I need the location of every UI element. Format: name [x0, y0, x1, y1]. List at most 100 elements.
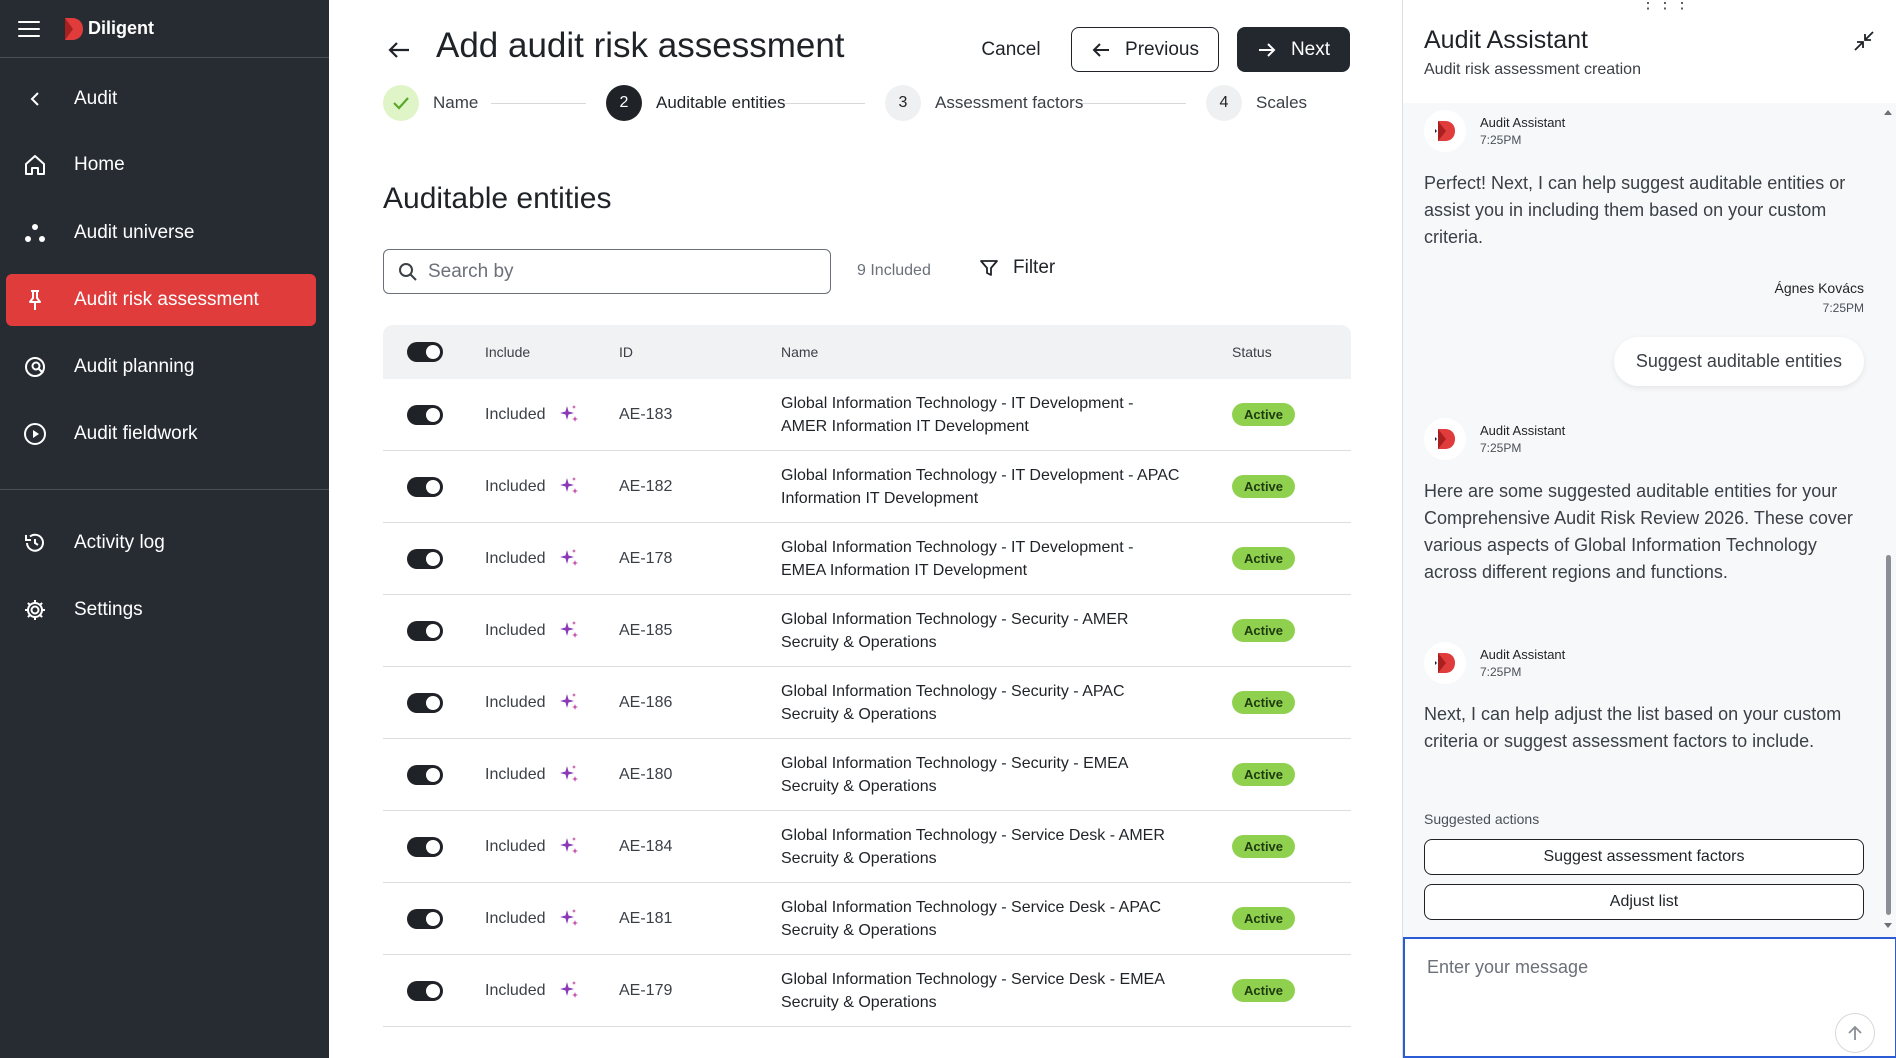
- main-content: Add audit risk assessment Cancel Previou…: [329, 0, 1402, 1058]
- previous-label: Previous: [1125, 38, 1199, 60]
- step-number: 4: [1206, 85, 1242, 121]
- table-body: Included AE-183 Global Information Technol…: [383, 379, 1351, 1027]
- message-time: 7:25PM: [1480, 133, 1522, 147]
- stepper: Name 2 Auditable entities 3 Assessment f…: [383, 85, 1351, 121]
- include-label: Included: [485, 549, 546, 567]
- include-toggle[interactable]: [407, 908, 443, 929]
- entity-id: AE-179: [619, 981, 673, 999]
- search-box[interactable]: [383, 249, 831, 294]
- message-composer: [1403, 937, 1896, 1058]
- sidebar-back-audit[interactable]: Audit: [6, 73, 316, 125]
- entity-name: Global Information Technology - IT Devel…: [781, 466, 1180, 507]
- sidebar-item-audit-risk-assessment[interactable]: Audit risk assessment: [6, 274, 316, 326]
- play-circle-icon: [22, 421, 48, 447]
- search-icon: [399, 262, 417, 281]
- message-time: 7:25PM: [1822, 301, 1864, 315]
- sidebar: Diligent Audit Home Audit universe Audit…: [0, 0, 329, 1058]
- drag-handle-icon[interactable]: ⋮⋮⋮: [1640, 0, 1691, 12]
- previous-button[interactable]: Previous: [1071, 27, 1219, 72]
- suggest-assessment-factors-button[interactable]: Suggest assessment factors: [1424, 839, 1864, 875]
- entity-name: Global Information Technology - Service …: [781, 970, 1164, 1011]
- sidebar-item-audit-fieldwork[interactable]: Audit fieldwork: [6, 408, 316, 460]
- ai-sparkle-icon: [558, 620, 580, 642]
- assistant-message: Next, I can help adjust the list based o…: [1424, 704, 1842, 751]
- include-toggle[interactable]: [407, 548, 443, 569]
- history-icon: [22, 530, 48, 556]
- include-toggle[interactable]: [407, 692, 443, 713]
- search-input[interactable]: [428, 260, 808, 283]
- status-badge: Active: [1232, 547, 1296, 570]
- adjust-list-button[interactable]: Adjust list: [1424, 884, 1864, 920]
- ai-sparkle-icon: [558, 764, 580, 786]
- assistant-message: Here are some suggested auditable entiti…: [1424, 481, 1853, 582]
- table-header: Include ID Name Status: [383, 325, 1351, 379]
- entity-id: AE-182: [619, 477, 673, 495]
- entity-name: Global Information Technology - Security…: [781, 610, 1129, 651]
- table-row: Included AE-184 Global Information Technol…: [383, 811, 1351, 883]
- next-button[interactable]: Next: [1237, 27, 1350, 72]
- include-toggle[interactable]: [407, 980, 443, 1001]
- include-toggle[interactable]: [407, 476, 443, 497]
- step-label: Scales: [1256, 93, 1308, 112]
- stepper-connector: [1080, 103, 1186, 104]
- search-doc-icon: [22, 354, 48, 380]
- table-row: Included AE-182 Global Information Technol…: [383, 451, 1351, 523]
- page-title: Add audit risk assessment: [436, 26, 845, 65]
- send-button[interactable]: [1835, 1013, 1875, 1053]
- table-row: Included AE-186 Global Information Technol…: [383, 667, 1351, 739]
- include-label: Included: [485, 837, 546, 855]
- sidebar-item-audit-planning[interactable]: Audit planning: [6, 341, 316, 393]
- message-input[interactable]: [1427, 957, 1827, 997]
- sidebar-item-label: Audit risk assessment: [74, 289, 259, 310]
- scroll-thumb[interactable]: [1886, 555, 1891, 915]
- back-arrow-icon[interactable]: [385, 36, 413, 64]
- home-icon: [22, 152, 48, 178]
- message-author: Audit Assistant: [1480, 647, 1566, 662]
- include-toggle[interactable]: [407, 836, 443, 857]
- message-header: Audit Assistant 7:25PM: [1424, 418, 1565, 460]
- sidebar-item-audit-universe[interactable]: Audit universe: [6, 207, 316, 259]
- chevron-left-icon: [22, 86, 48, 112]
- filter-label: Filter: [1013, 257, 1056, 278]
- assistant-panel: ⋮⋮⋮ Audit Assistant Audit risk assessmen…: [1402, 0, 1896, 1058]
- entity-id: AE-185: [619, 621, 673, 639]
- diligent-logo-icon: [65, 17, 83, 40]
- sidebar-header: Diligent: [0, 0, 329, 58]
- arrow-right-icon: [1258, 42, 1276, 57]
- table-row: Included AE-183 Global Information Technol…: [383, 379, 1351, 451]
- step-label: Name: [433, 93, 479, 112]
- include-all-toggle[interactable]: [407, 342, 443, 362]
- ai-sparkle-icon: [558, 836, 580, 858]
- status-badge: Active: [1232, 619, 1296, 642]
- logo[interactable]: Diligent: [62, 17, 154, 41]
- status-badge: Active: [1232, 979, 1296, 1002]
- collapse-icon[interactable]: [1851, 28, 1877, 54]
- stepper-connector: [758, 103, 865, 104]
- sidebar-item-label: Audit fieldwork: [74, 423, 198, 444]
- step-auditable-entities[interactable]: 2 Auditable entities: [606, 85, 785, 121]
- sidebar-item-home[interactable]: Home: [6, 139, 316, 191]
- include-toggle[interactable]: [407, 404, 443, 425]
- include-toggle[interactable]: [407, 764, 443, 785]
- assistant-avatar-icon: [1424, 642, 1466, 684]
- menu-icon[interactable]: [18, 20, 40, 37]
- include-toggle[interactable]: [407, 620, 443, 641]
- scroll-up-icon[interactable]: [1883, 108, 1893, 116]
- message-time: 7:25PM: [1480, 441, 1522, 455]
- step-assessment-factors[interactable]: 3 Assessment factors: [885, 85, 1083, 121]
- entity-id: AE-181: [619, 909, 673, 927]
- sidebar-item-settings[interactable]: Settings: [6, 584, 316, 636]
- sidebar-item-activity-log[interactable]: Activity log: [6, 517, 316, 569]
- sidebar-item-label: Audit planning: [74, 356, 195, 377]
- message-author: Audit Assistant: [1480, 423, 1566, 438]
- scroll-down-icon[interactable]: [1883, 922, 1893, 930]
- entity-name: Global Information Technology - Security…: [781, 682, 1125, 723]
- message-author: Ágnes Kovács: [1774, 280, 1865, 296]
- chat-scrollbar[interactable]: [1883, 108, 1893, 930]
- entity-id: AE-178: [619, 549, 673, 567]
- filter-button[interactable]: Filter: [979, 257, 1055, 279]
- table-row: Included AE-185 Global Information Technol…: [383, 595, 1351, 667]
- step-scales[interactable]: 4 Scales: [1206, 85, 1307, 121]
- cancel-button[interactable]: Cancel: [961, 28, 1061, 72]
- step-name[interactable]: Name: [383, 85, 478, 121]
